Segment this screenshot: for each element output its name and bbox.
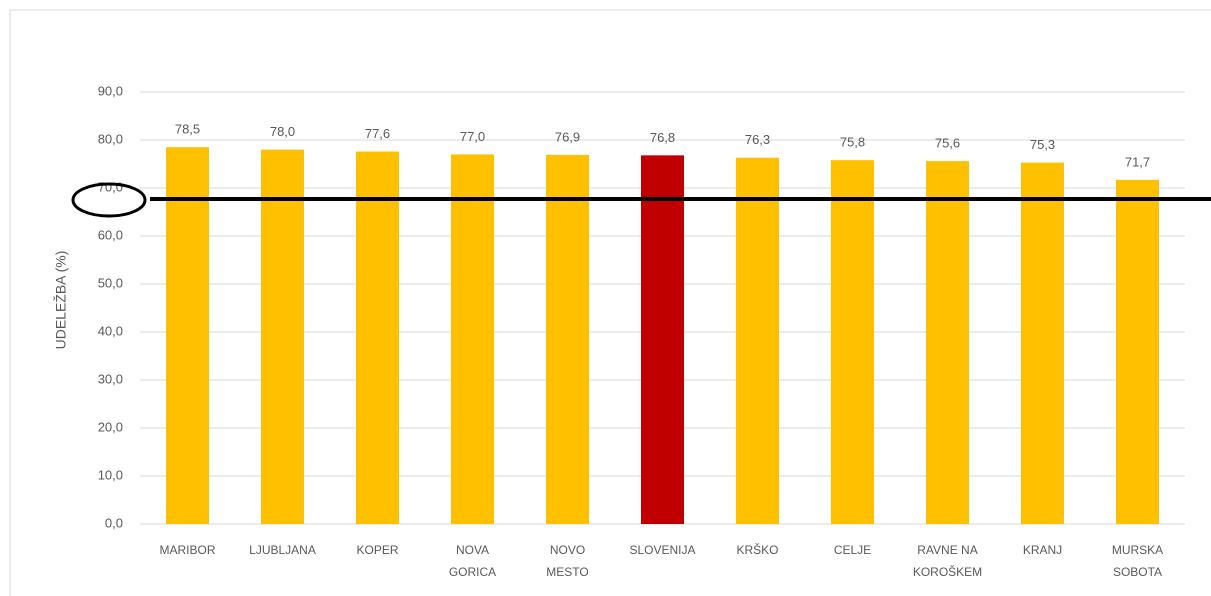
- x-tick-label: NOVO MESTO: [546, 543, 589, 579]
- chart-frame: [9, 9, 1211, 596]
- y-tick-label: 20,0: [98, 419, 123, 434]
- x-tick-label: KRŠKO: [736, 543, 779, 557]
- value-label: 77,0: [460, 129, 485, 144]
- y-tick-label: 90,0: [98, 83, 123, 98]
- plot: 0,0 10,0 20,0 30,0 40,0 50,0 60,0 70,0 80,0 90,0 7…: [98, 83, 1185, 530]
- x-tick-label: NOVA GORICA: [448, 543, 497, 579]
- bar: [261, 149, 304, 524]
- value-label: 75,6: [935, 136, 960, 151]
- x-tick-label: KOPER: [356, 543, 399, 557]
- y-axis-title: UDELEŽBA (%): [53, 251, 69, 350]
- bar: [546, 154, 589, 524]
- bar: [356, 151, 399, 524]
- bar: [166, 147, 209, 524]
- x-tick-label: RAVNE NA KOROŠKEM: [912, 543, 983, 579]
- y-tick-label: 50,0: [98, 275, 123, 290]
- annotation-ellipse: [71, 182, 147, 218]
- value-label: 75,8: [840, 135, 865, 150]
- bar: [641, 155, 684, 525]
- bar: [451, 154, 494, 524]
- value-label: 76,3: [745, 132, 770, 147]
- value-label: 78,0: [270, 124, 295, 139]
- y-tick-label: 40,0: [98, 323, 123, 338]
- x-tick-label: CELJE: [833, 543, 872, 557]
- value-label: 77,6: [365, 126, 390, 141]
- x-tick-label: LJUBLJANA: [249, 543, 316, 557]
- bar: [926, 161, 969, 524]
- y-tick-label: 0,0: [105, 515, 123, 530]
- value-label: 75,3: [1030, 137, 1055, 152]
- value-label: 71,7: [1125, 154, 1150, 169]
- y-tick-label: 60,0: [98, 227, 123, 242]
- value-label: 76,9: [555, 129, 580, 144]
- x-tick-label: SLOVENIJA: [629, 543, 696, 557]
- value-label: 76,8: [650, 130, 675, 145]
- y-tick-label: 30,0: [98, 371, 123, 386]
- x-tick-label: MARIBOR: [159, 543, 216, 557]
- y-tick-label: 80,0: [98, 131, 123, 146]
- bar: [736, 157, 779, 524]
- value-label: 78,5: [175, 122, 200, 137]
- bar: [1116, 179, 1159, 524]
- bar: [831, 160, 874, 524]
- y-tick-label: 10,0: [98, 467, 123, 482]
- y-tick-label: 70,0: [98, 179, 123, 194]
- x-tick-label: MURSKA SOBOTA: [1111, 543, 1164, 579]
- x-tick-label: KRANJ: [1022, 543, 1063, 557]
- bar: [1021, 162, 1064, 524]
